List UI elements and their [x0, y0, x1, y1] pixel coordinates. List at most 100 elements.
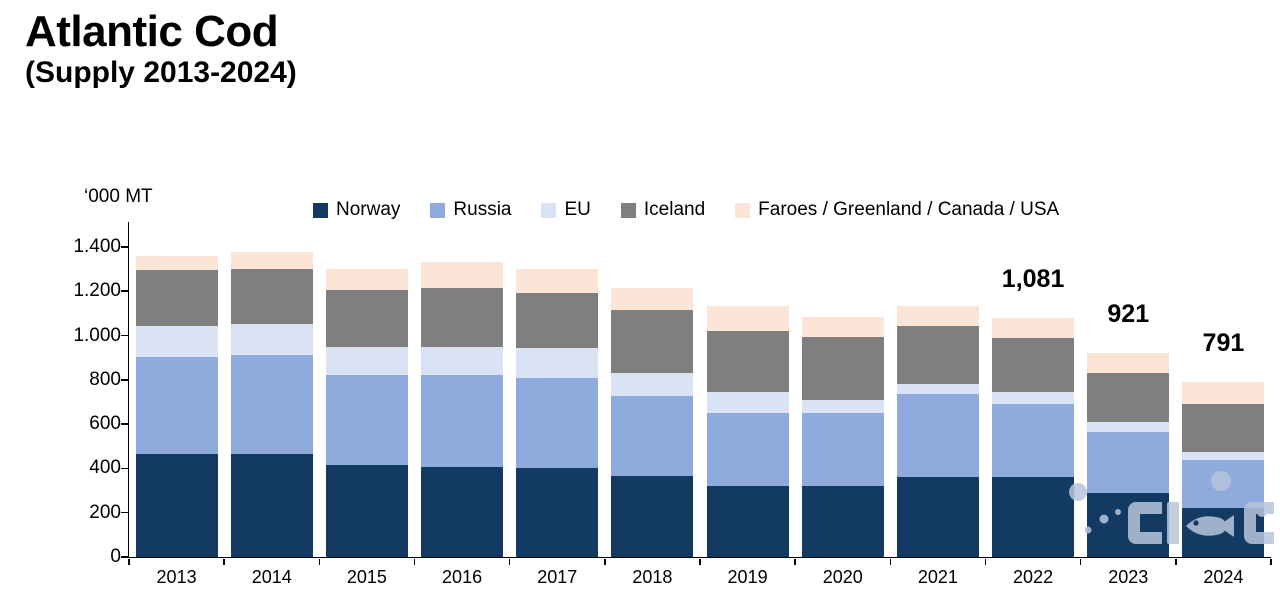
x-axis-tick	[128, 558, 130, 565]
legend-swatch-icon	[313, 202, 328, 218]
y-axis-tick-label: 1.400	[73, 235, 121, 257]
x-axis-label-2023: 2023	[1108, 567, 1149, 587]
bar-segment-2016-eu	[421, 346, 504, 376]
bar-segment-2014-russia	[230, 355, 313, 455]
x-axis-label-2022: 2022	[1013, 567, 1054, 587]
plot-area: 0 200 400 600 800 1.000 1.200 1.400 2013 2014 2015…	[73, 222, 1272, 587]
bar-segment-2022-iceland	[992, 337, 1075, 392]
bar-segment-2015-iceland	[325, 290, 408, 347]
x-axis-tick	[1270, 558, 1272, 565]
bar-segment-2020-russia	[801, 413, 884, 487]
bar-segment-2014-iceland	[230, 269, 313, 325]
data-label-2022: 1,081	[1001, 264, 1065, 293]
bar-segment-2023-faroes	[1087, 353, 1170, 374]
x-axis-tick	[794, 558, 796, 565]
legend-label: Faroes / Greenland / Canada / USA	[758, 199, 1060, 220]
bar-segment-2014-norway	[230, 454, 313, 557]
legend-item-eu: EU	[541, 199, 591, 221]
bar-segment-2017-eu	[516, 347, 599, 378]
x-axis-tick	[223, 558, 225, 565]
bar-segment-2022-russia	[992, 404, 1075, 478]
legend: Norway Russia EU Iceland Faroes / Greenland …	[313, 199, 1059, 221]
bar-segment-2016-faroes	[421, 262, 504, 288]
chart-subtitle: (Supply 2013-2024)	[25, 56, 297, 90]
bar-segment-2021-norway	[896, 477, 979, 557]
legend-swatch-icon	[430, 202, 446, 218]
x-axis-label-2020: 2020	[822, 567, 863, 587]
bar-segment-2019-russia	[706, 413, 789, 487]
y-axis-tick-label: 600	[89, 413, 121, 435]
bar-segment-2017-russia	[516, 377, 599, 469]
bar-segment-2019-norway	[706, 486, 789, 557]
bar-segment-2017-faroes	[516, 269, 599, 294]
legend-label: Norway	[336, 199, 401, 220]
legend-label: EU	[564, 199, 591, 220]
legend-swatch-icon	[735, 202, 751, 218]
data-label-2023: 921	[1107, 300, 1150, 328]
bar-segment-2017-norway	[516, 468, 599, 557]
bar-segment-2024-norway	[1182, 508, 1265, 557]
chart-title: Atlantic Cod	[25, 7, 279, 56]
bar-segment-2021-faroes	[896, 305, 979, 326]
bar-segment-2024-russia	[1182, 460, 1265, 509]
bar-segment-2022-faroes	[992, 317, 1075, 338]
x-axis-label-2018: 2018	[632, 567, 673, 587]
bar-segment-2018-faroes	[611, 287, 694, 311]
y-axis-tick	[121, 556, 129, 558]
bar-segment-2022-eu	[992, 392, 1075, 405]
y-axis-tick-label: 1.200	[73, 280, 121, 302]
bar-segment-2015-eu	[325, 346, 408, 376]
legend-item-norway: Norway	[313, 199, 400, 221]
x-axis-label-2015: 2015	[346, 567, 387, 587]
bar-segment-2015-norway	[325, 465, 408, 557]
y-axis-tick	[121, 246, 129, 248]
x-axis-label-2016: 2016	[442, 567, 483, 587]
x-axis-tick	[318, 558, 321, 565]
y-axis-tick	[121, 511, 129, 514]
bar-segment-2021-eu	[896, 384, 979, 395]
x-axis-label-2013: 2013	[156, 567, 197, 587]
legend-swatch-icon	[620, 202, 636, 218]
bar-segment-2013-russia	[135, 356, 218, 455]
y-axis-tick-label: 400	[89, 457, 121, 479]
bar-segment-2023-russia	[1087, 431, 1170, 493]
bar-segment-2013-faroes	[135, 255, 218, 271]
bar-segment-2024-eu	[1182, 451, 1265, 460]
y-axis-tick-label: 200	[89, 501, 121, 523]
y-axis-tick-label: 1.000	[73, 324, 121, 346]
bar-segment-2023-eu	[1087, 421, 1170, 432]
x-axis-tick	[984, 558, 987, 565]
legend-item-russia: Russia	[430, 199, 511, 221]
bar-segment-2014-eu	[230, 324, 313, 356]
bar-segment-2015-russia	[325, 375, 408, 466]
bar-segment-2023-iceland	[1087, 373, 1170, 422]
bar-segment-2024-faroes	[1182, 381, 1265, 404]
bar-segment-2024-iceland	[1182, 403, 1265, 452]
bar-segment-2020-norway	[801, 486, 884, 557]
x-axis-tick	[413, 558, 416, 565]
bar-segment-2013-norway	[135, 454, 218, 557]
x-axis-label-2019: 2019	[727, 567, 768, 587]
data-label-2024: 791	[1202, 328, 1245, 357]
x-axis-label-2017: 2017	[537, 567, 578, 587]
x-axis-tick	[1079, 558, 1082, 565]
bar-segment-2019-eu	[706, 392, 789, 414]
x-axis-tick	[889, 558, 892, 565]
bar-segment-2013-eu	[135, 325, 218, 357]
bar-segment-2020-faroes	[801, 316, 884, 337]
bar-segment-2016-iceland	[421, 287, 504, 347]
legend-swatch-icon	[541, 202, 557, 218]
bar-segment-2021-iceland	[896, 325, 979, 385]
bar-segment-2013-iceland	[135, 270, 218, 326]
y-axis-tick	[121, 467, 129, 470]
y-axis-tick-label: 800	[89, 368, 121, 390]
legend-item-iceland: Iceland	[620, 199, 705, 221]
y-axis-tick	[121, 423, 129, 425]
bar-segment-2016-norway	[421, 467, 504, 557]
x-axis-tick	[604, 558, 606, 565]
bar-segment-2017-iceland	[516, 293, 599, 348]
bar-segment-2014-faroes	[230, 252, 313, 270]
bar-segment-2020-eu	[801, 399, 884, 414]
bar-segment-2018-eu	[611, 373, 694, 397]
